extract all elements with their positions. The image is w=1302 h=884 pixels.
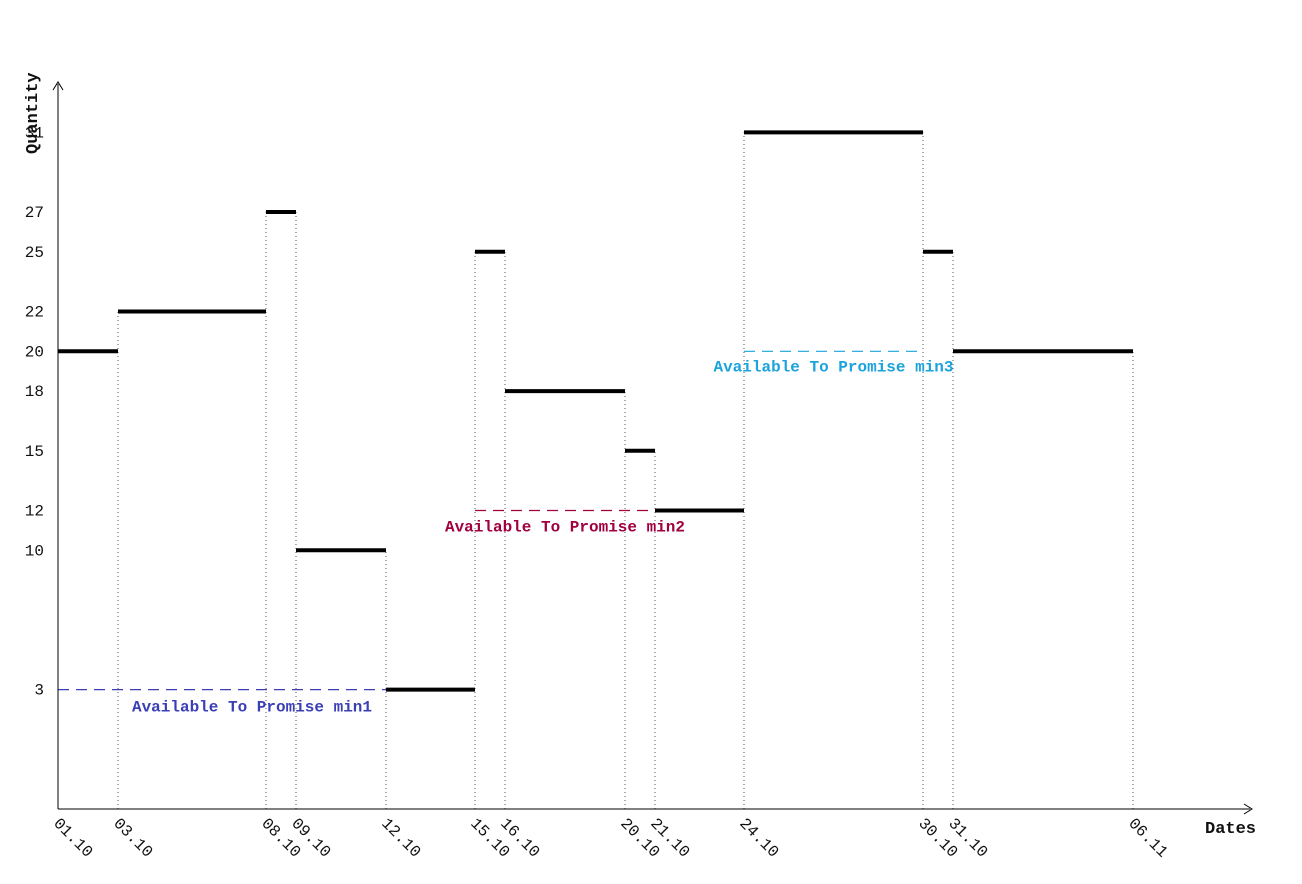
axes xyxy=(52,81,1253,815)
y-tick-27: 27 xyxy=(25,204,44,222)
x-tick-24-10: 24.10 xyxy=(735,815,782,862)
atp-lines xyxy=(58,350,923,691)
x-tick-12-10: 12.10 xyxy=(377,815,424,862)
dotted-guides xyxy=(117,132,1134,809)
atp-label-2: Available To Promise min2 xyxy=(445,519,685,537)
x-tick-06-11: 06.11 xyxy=(1124,815,1171,862)
atp-label-1: Available To Promise min1 xyxy=(132,699,372,717)
y-tick-31: 31 xyxy=(25,124,44,142)
x-tick-03-10: 03.10 xyxy=(109,815,156,862)
y-axis-arrow xyxy=(52,81,64,91)
atp-labels: Available To Promise min1 Available To Pr… xyxy=(132,358,954,716)
y-tick-15: 15 xyxy=(25,443,44,461)
y-tick-3: 3 xyxy=(34,682,44,700)
y-tick-10: 10 xyxy=(25,542,44,560)
atp-label-3: Available To Promise min3 xyxy=(713,358,953,376)
y-tick-22: 22 xyxy=(25,304,44,322)
y-tick-labels: 3 10 12 15 18 20 22 25 27 31 xyxy=(25,124,44,699)
y-axis-title: Quantity xyxy=(24,72,43,154)
x-axis-arrow xyxy=(1243,803,1253,815)
quantity-steps xyxy=(58,130,1133,692)
y-tick-20: 20 xyxy=(25,343,44,361)
x-tick-01-10: 01.10 xyxy=(49,815,96,862)
y-tick-18: 18 xyxy=(25,383,44,401)
y-tick-12: 12 xyxy=(25,503,44,521)
y-tick-25: 25 xyxy=(25,244,44,262)
x-axis-title: Dates xyxy=(1205,820,1256,839)
